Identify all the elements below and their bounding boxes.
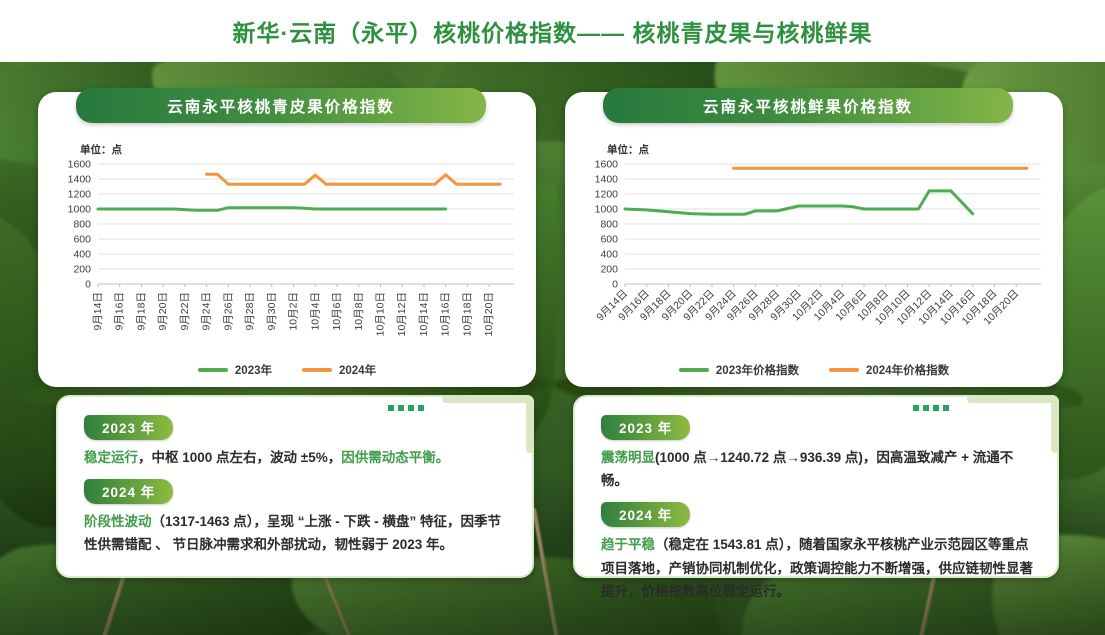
svg-text:1600: 1600 bbox=[68, 159, 92, 171]
svg-text:10月16日: 10月16日 bbox=[440, 292, 452, 336]
body-text: ，中枢 1000 点左右，波动 ±5%， bbox=[138, 450, 342, 465]
svg-text:1000: 1000 bbox=[68, 204, 92, 216]
svg-text:1400: 1400 bbox=[595, 174, 619, 186]
svg-text:9月24日: 9月24日 bbox=[201, 292, 213, 331]
corner-dots-icon bbox=[913, 405, 949, 411]
svg-text:10月8日: 10月8日 bbox=[353, 292, 365, 331]
legend-item: 2024年 bbox=[302, 362, 376, 378]
legend-line-swatch bbox=[197, 368, 228, 372]
svg-text:400: 400 bbox=[600, 249, 618, 261]
svg-text:1400: 1400 bbox=[68, 174, 92, 186]
corner-band-horizontal bbox=[967, 395, 1059, 403]
svg-text:800: 800 bbox=[600, 219, 618, 231]
svg-text:200: 200 bbox=[600, 264, 618, 276]
svg-text:10月20日: 10月20日 bbox=[483, 292, 495, 336]
year-2023-badge: 2023 年 bbox=[601, 415, 691, 440]
page-header: 新华·云南（永平）核桃价格指数—— 核桃青皮果与核桃鲜果 bbox=[0, 0, 1105, 62]
legend-line-swatch bbox=[829, 368, 859, 372]
svg-text:1200: 1200 bbox=[68, 189, 92, 201]
legend-line-swatch bbox=[678, 368, 709, 372]
svg-text:9月16日: 9月16日 bbox=[114, 292, 126, 331]
analysis-2023-text: 稳定运行，中枢 1000 点左右，波动 ±5%，因供需动态平衡。 bbox=[84, 446, 508, 469]
year-2024-badge: 2024 年 bbox=[601, 502, 691, 528]
svg-text:9月26日: 9月26日 bbox=[222, 292, 234, 331]
legend-item: 2024年价格指数 bbox=[829, 362, 949, 378]
unit-label: 单位：点 bbox=[80, 144, 122, 156]
svg-text:10月12日: 10月12日 bbox=[396, 292, 408, 336]
fresh-fruit-chart-banner: 云南永平核桃鲜果价格指数 bbox=[603, 88, 1013, 123]
fresh-fruit-analysis-card: 2023 年 震荡明显(1000 点→1240.72 点→936.39 点)，因… bbox=[573, 395, 1059, 599]
green-peel-chart-banner: 云南永平核桃青皮果价格指数 bbox=[76, 88, 486, 123]
svg-text:10月14日: 10月14日 bbox=[418, 292, 430, 336]
corner-dots-icon bbox=[388, 405, 424, 411]
highlight-text: 趋于平稳 bbox=[601, 537, 655, 553]
svg-text:1200: 1200 bbox=[595, 189, 619, 201]
corner-band-vertical bbox=[526, 395, 534, 453]
chart-legend: 2023年价格指数 2024年价格指数 bbox=[565, 362, 1063, 378]
legend-item: 2023年价格指数 bbox=[678, 362, 799, 378]
corner-band-horizontal bbox=[442, 395, 534, 403]
year-2024-badge: 2024 年 bbox=[84, 479, 174, 505]
svg-text:10月6日: 10月6日 bbox=[331, 292, 343, 331]
svg-text:600: 600 bbox=[600, 234, 618, 246]
highlight-text: 阶段性波动 bbox=[84, 514, 152, 530]
svg-text:0: 0 bbox=[612, 279, 618, 291]
analysis-2024-text: 趋于平稳（稳定在 1543.81 点），随着国家永平核桃产业示范园区等重点项目落… bbox=[601, 533, 1033, 603]
svg-text:600: 600 bbox=[73, 234, 91, 246]
legend-item: 2023年 bbox=[197, 362, 272, 378]
green-peel-chart-card: 云南永平核桃青皮果价格指数 单位：点 0 200 400 600 800 1000 1200… bbox=[38, 88, 536, 387]
year-2023-badge: 2023 年 bbox=[84, 415, 174, 440]
analysis-body: 2023 年 震荡明显(1000 点→1240.72 点→936.39 点)，因… bbox=[575, 397, 1057, 623]
svg-text:9月30日: 9月30日 bbox=[266, 292, 278, 331]
svg-text:400: 400 bbox=[73, 249, 91, 261]
body-text: (1000 点→1240.72 点→936.39 点)，因高温致减产 + 流通不… bbox=[601, 450, 1014, 489]
analysis-body: 2023 年 稳定运行，中枢 1000 点左右，波动 ±5%，因供需动态平衡。 … bbox=[58, 397, 532, 577]
analysis-2023-text: 震荡明显(1000 点→1240.72 点→936.39 点)，因高温致减产 +… bbox=[601, 446, 1033, 492]
highlight-text: 震荡明显 bbox=[601, 450, 655, 465]
fresh-fruit-chart-card: 云南永平核桃鲜果价格指数 单位：点 0 200 400 600 800 1000 1200 1… bbox=[565, 88, 1063, 387]
svg-text:1000: 1000 bbox=[595, 204, 619, 216]
corner-band-vertical bbox=[1051, 395, 1059, 453]
fresh-fruit-price-line-chart: 020040060080010001200140016009月14日9月16日9… bbox=[594, 159, 1041, 327]
svg-text:10月2日: 10月2日 bbox=[288, 292, 300, 331]
legend-label: 2023年价格指数 bbox=[715, 365, 799, 377]
highlight-text: 因供需动态平衡。 bbox=[341, 450, 450, 465]
body-text: （稳定在 1543.81 点），随着国家永平核桃产业示范园区等重点项目落地，产销… bbox=[601, 537, 1033, 599]
highlight-text: 稳定运行 bbox=[84, 450, 138, 465]
legend-label: 2024年价格指数 bbox=[866, 365, 950, 377]
svg-text:1600: 1600 bbox=[595, 159, 619, 171]
analysis-2024-text: 阶段性波动（1317-1463 点），呈现 “上涨 - 下跌 - 横盘” 特征，… bbox=[84, 510, 508, 556]
svg-text:200: 200 bbox=[73, 264, 91, 276]
svg-text:10月10日: 10月10日 bbox=[374, 292, 386, 336]
svg-text:10月18日: 10月18日 bbox=[461, 292, 473, 336]
green-peel-analysis-card: 2023 年 稳定运行，中枢 1000 点左右，波动 ±5%，因供需动态平衡。 … bbox=[56, 395, 534, 578]
unit-label: 单位：点 bbox=[607, 144, 649, 156]
legend-label: 2023年 bbox=[234, 365, 272, 377]
body-text: （1317-1463 点），呈现 “上涨 - 下跌 - 横盘” 特征，因季节性供… bbox=[84, 514, 502, 553]
chart-legend: 2023年 2024年 bbox=[38, 362, 536, 378]
svg-text:10月4日: 10月4日 bbox=[309, 292, 321, 331]
svg-text:9月28日: 9月28日 bbox=[244, 292, 256, 331]
green-peel-price-line-chart: 0 200 400 600 800 1000 1200 1400 1600 9月14日 9月16日 9… bbox=[68, 159, 514, 336]
svg-text:9月22日: 9月22日 bbox=[179, 292, 191, 331]
svg-text:0: 0 bbox=[85, 279, 91, 291]
svg-text:9月20日: 9月20日 bbox=[157, 292, 169, 331]
svg-text:800: 800 bbox=[73, 219, 91, 231]
legend-line-swatch bbox=[302, 368, 332, 372]
svg-text:9月18日: 9月18日 bbox=[135, 292, 147, 331]
svg-text:9月14日: 9月14日 bbox=[92, 292, 104, 331]
legend-label: 2024年 bbox=[339, 365, 377, 377]
page-title: 新华·云南（永平）核桃价格指数—— 核桃青皮果与核桃鲜果 bbox=[232, 20, 873, 46]
